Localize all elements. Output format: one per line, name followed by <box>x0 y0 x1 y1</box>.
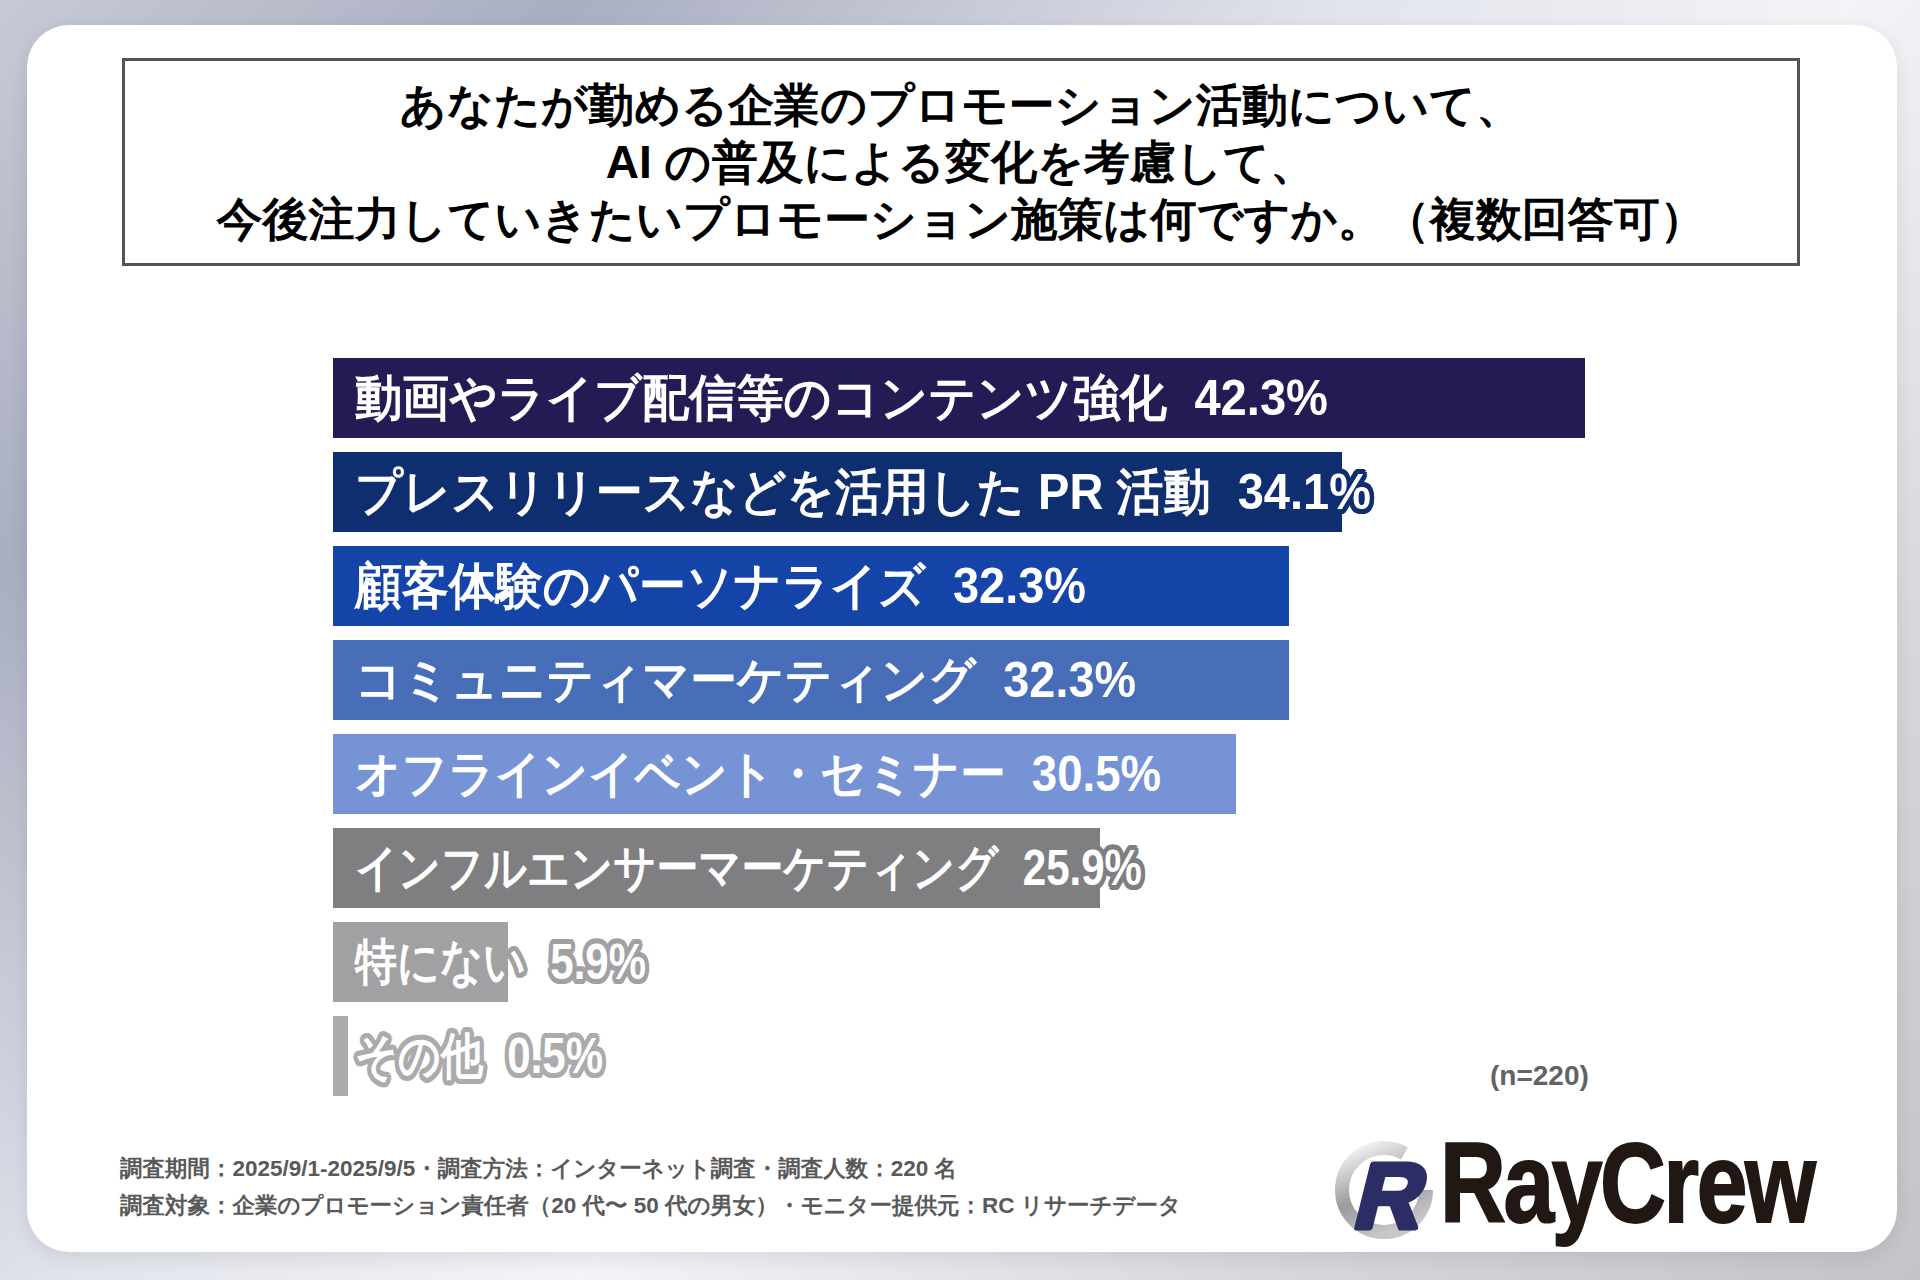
bar-label: コミュニティマーケティング32.3% コミュニティマーケティング32.3% <box>355 655 1136 705</box>
bar-row: インフルエンサーマーケティング25.9% インフルエンサーマーケティング25.9… <box>333 828 1833 908</box>
bar-label: オフラインイベント・セミナー30.5% オフラインイベント・セミナー30.5% <box>355 749 1161 799</box>
bar-label: インフルエンサーマーケティング25.9% インフルエンサーマーケティング25.9… <box>355 843 1142 893</box>
question-line-1: あなたが勤める企業のプロモーション活動について、 <box>400 77 1522 134</box>
bar-value-label: 25.9% <box>1023 840 1142 896</box>
bar-label: 動画やライブ配信等のコンテンツ強化42.3% 動画やライブ配信等のコンテンツ強化… <box>355 373 1328 423</box>
question-line-2: AI の普及による変化を考慮して、 <box>606 134 1316 191</box>
raycrew-logo: R RayCrew <box>1332 1130 1832 1255</box>
bar-category-label: インフルエンサーマーケティング <box>355 840 998 896</box>
bar-row: プレスリリースなどを活用した PR 活動34.1% プレスリリースなどを活用した… <box>333 452 1833 532</box>
footer-line-1: 調査期間：2025/9/1-2025/9/5・調査方法：インターネット調査・調査… <box>120 1150 1181 1187</box>
survey-method-footer: 調査期間：2025/9/1-2025/9/5・調査方法：インターネット調査・調査… <box>120 1150 1181 1224</box>
bar-value-label: 34.1% <box>1238 464 1371 520</box>
bar-category-label: オフラインイベント・セミナー <box>355 746 1005 802</box>
bar-row: 特にない5.9% 特にない5.9% <box>333 922 1833 1002</box>
bar <box>333 1016 348 1096</box>
bar-category-label: その他 <box>355 1028 483 1084</box>
bar-value-label: 30.5% <box>1032 746 1161 802</box>
bar-category-label: 動画やライブ配信等のコンテンツ強化 <box>355 370 1167 426</box>
raycrew-logo-text: RayCrew <box>1440 1130 1814 1236</box>
bar-value-label: 42.3% <box>1194 370 1328 426</box>
bar-row: 顧客体験のパーソナライズ32.3% 顧客体験のパーソナライズ32.3% <box>333 546 1833 626</box>
bar-value-label: 32.3% <box>953 558 1086 614</box>
bar-row: 動画やライブ配信等のコンテンツ強化42.3% 動画やライブ配信等のコンテンツ強化… <box>333 358 1833 438</box>
bar-value-label: 0.5% <box>507 1028 603 1084</box>
bar-category-label: コミュニティマーケティング <box>355 652 976 708</box>
raycrew-logo-mark: R <box>1332 1130 1452 1255</box>
survey-question-box: あなたが勤める企業のプロモーション活動について、 AI の普及による変化を考慮し… <box>122 58 1800 266</box>
bar-category-label: プレスリリースなどを活用した PR 活動 <box>355 464 1210 520</box>
bar-category-label: 特にない <box>355 934 526 990</box>
bar-value-label: 5.9% <box>550 934 646 990</box>
bar-label: 顧客体験のパーソナライズ32.3% 顧客体験のパーソナライズ32.3% <box>355 561 1086 611</box>
bar-value-label: 32.3% <box>1003 652 1136 708</box>
bar-label: プレスリリースなどを活用した PR 活動34.1% プレスリリースなどを活用した… <box>355 467 1371 517</box>
bar-row: オフラインイベント・セミナー30.5% オフラインイベント・セミナー30.5% <box>333 734 1833 814</box>
bar-label: 特にない5.9% 特にない5.9% <box>355 937 646 987</box>
bar-row: その他0.5% その他0.5% <box>333 1016 1833 1096</box>
bar-row: コミュニティマーケティング32.3% コミュニティマーケティング32.3% <box>333 640 1833 720</box>
bar-chart: 動画やライブ配信等のコンテンツ強化42.3% 動画やライブ配信等のコンテンツ強化… <box>333 358 1833 1110</box>
footer-line-2: 調査対象：企業のプロモーション責任者（20 代〜 50 代の男女）・モニター提供… <box>120 1187 1181 1224</box>
bar-category-label: 顧客体験のパーソナライズ <box>355 558 926 614</box>
sample-size-note: (n=220) <box>1490 1060 1589 1092</box>
question-line-3: 今後注力していきたいプロモーション施策は何ですか。（複数回答可） <box>216 191 1705 248</box>
bar-label: その他0.5% その他0.5% <box>355 1031 603 1081</box>
